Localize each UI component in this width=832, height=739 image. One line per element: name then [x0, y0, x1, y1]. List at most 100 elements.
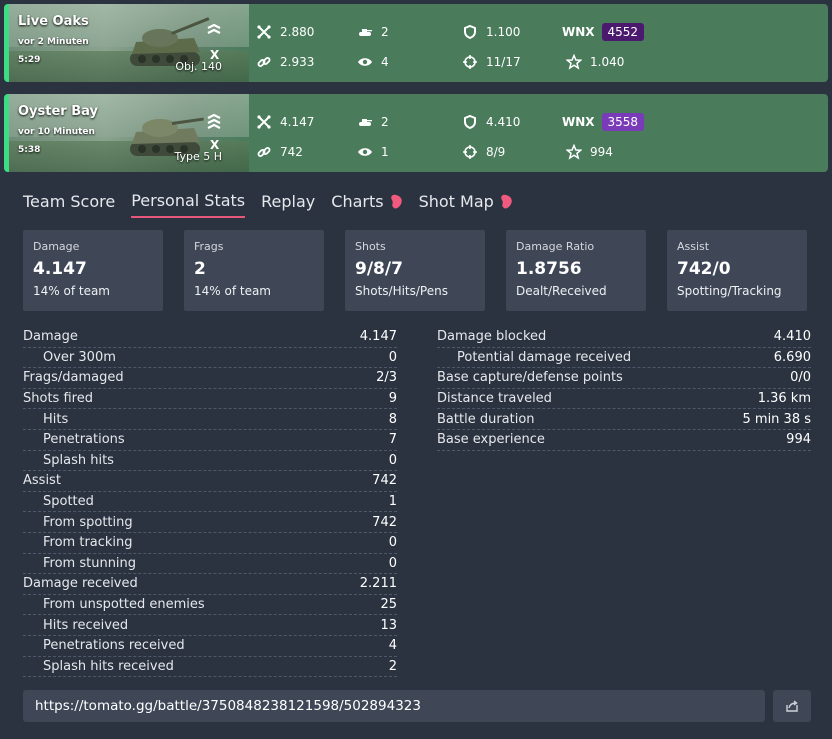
stat-card: Damage 4.147 14% of team — [23, 230, 163, 311]
stat-row-value: 9 — [388, 391, 397, 407]
wnx-badge: 3558 — [601, 113, 645, 131]
star-icon — [566, 144, 582, 160]
stat-row-value: 4 — [388, 638, 397, 654]
stat-row-label: Splash hits received — [43, 658, 174, 674]
stat-row-label: Over 300m — [43, 349, 116, 365]
map-name: Live Oaks — [18, 14, 89, 29]
stat-row-label: Frags/damaged — [23, 370, 124, 386]
target-icon — [463, 55, 477, 69]
stats-tabs: Team Score Personal Stats Replay Charts … — [23, 191, 529, 218]
stat-row: Assist 742 — [23, 471, 397, 492]
shield-icon — [464, 24, 476, 40]
stat-card-subtitle: Dealt/Received — [516, 284, 607, 298]
tank-tier: X — [210, 138, 220, 152]
stat-row-label: From tracking — [43, 535, 133, 551]
stat-row: Penetrations 7 — [23, 430, 397, 451]
battle-duration: 5:29 — [18, 55, 41, 65]
stat-row: Damage blocked 4.410 — [437, 327, 811, 348]
battle-url-field[interactable]: https://tomato.gg/battle/375084823812159… — [23, 690, 765, 722]
stat-row-value: 25 — [380, 597, 397, 613]
stat-row-label: Penetrations — [43, 432, 125, 448]
tab-label: Charts — [331, 192, 384, 211]
stat-row-label: Distance traveled — [437, 391, 552, 407]
stat-row: Hits 8 — [23, 409, 397, 430]
stat-card-value: 2 — [194, 259, 206, 279]
stat-row-label: Splash hits — [43, 452, 114, 468]
tank-image — [130, 117, 204, 156]
stat-row-label: Potential damage received — [457, 349, 632, 365]
tab-replay[interactable]: Replay — [261, 191, 315, 218]
tab-team-score[interactable]: Team Score — [23, 191, 115, 218]
stat-row: Over 300m 0 — [23, 348, 397, 369]
eye-icon — [358, 58, 372, 66]
stat-row: From tracking 0 — [23, 533, 397, 554]
stat-row: Shots fired 9 — [23, 389, 397, 410]
stat-row-value: 6.690 — [773, 349, 811, 365]
stat-card-subtitle: Shots/Hits/Pens — [355, 284, 448, 298]
wnx-rating: WNX 3558 — [562, 113, 645, 131]
stat-row: Battle duration 5 min 38 s — [437, 409, 811, 430]
rank-chevron-icon — [207, 114, 221, 129]
stat-card-value: 1.8756 — [516, 259, 582, 279]
share-icon — [786, 700, 798, 712]
tab-personal-stats[interactable]: Personal Stats — [131, 191, 246, 218]
tab-shot-map[interactable]: Shot Map — [419, 191, 513, 218]
target-icon — [463, 145, 477, 159]
stat-row-value: 8 — [388, 411, 397, 427]
battle-row[interactable]: Live Oaks vor 2 Minuten 5:29 X Obj. 140 … — [4, 4, 828, 82]
stat-row-value: 7 — [388, 432, 397, 448]
tab-label: Shot Map — [418, 192, 494, 211]
blocked-stat: 4.410 — [462, 114, 520, 130]
battle-duration: 5:38 — [18, 145, 41, 155]
stat-card-label: Damage — [33, 240, 80, 253]
stat-card-subtitle: Spotting/Tracking — [677, 284, 782, 298]
stat-row-value: 0 — [388, 555, 397, 571]
stat-card-subtitle: 14% of team — [33, 284, 110, 298]
share-button[interactable] — [773, 690, 811, 722]
crosshair-x-icon — [257, 25, 271, 39]
map-thumbnail — [9, 4, 249, 82]
stat-card: Frags 2 14% of team — [184, 230, 324, 311]
stat-row: Splash hits received 2 — [23, 657, 397, 678]
stat-card-label: Shots — [355, 240, 386, 253]
stat-card-label: Damage Ratio — [516, 240, 595, 253]
assist-stat: 742 — [256, 144, 303, 160]
assist-stat: 2.933 — [256, 54, 314, 70]
stat-row: From spotting 742 — [23, 512, 397, 533]
stat-row-value: 0 — [388, 349, 397, 365]
stat-row-label: From stunning — [43, 555, 137, 571]
stat-card: Shots 9/8/7 Shots/Hits/Pens — [345, 230, 485, 311]
damage-stat: 4.147 — [256, 114, 314, 130]
crosshair-x-icon — [257, 115, 271, 129]
personal-stats-table-left: Damage 4.147 Over 300m 0 Frags/damaged 2/3 Sho… — [23, 327, 397, 678]
battle-time-ago: vor 10 Minuten — [18, 127, 95, 137]
stat-row-value: 742 — [372, 514, 397, 530]
hits-stat: 11/17 — [462, 54, 521, 70]
tab-label: Team Score — [23, 192, 116, 211]
blocked-stat: 1.100 — [462, 24, 520, 40]
stat-row-label: Hits — [43, 411, 69, 427]
damage-stat: 2.880 — [256, 24, 314, 40]
stat-row-label: Spotted — [43, 494, 94, 510]
tank-name: Obj. 140 — [175, 60, 222, 73]
stat-card-value: 9/8/7 — [355, 259, 403, 279]
xp-stat: 994 — [566, 144, 613, 160]
stat-card: Damage Ratio 1.8756 Dealt/Received — [506, 230, 646, 311]
hits-stat: 8/9 — [462, 144, 505, 160]
stat-row: Hits received 13 — [23, 615, 397, 636]
battle-row[interactable]: Oyster Bay vor 10 Minuten 5:38 X Type 5 … — [4, 94, 828, 172]
shield-icon — [464, 114, 476, 130]
stat-row-label: Battle duration — [437, 411, 535, 427]
stat-row-label: From unspotted enemies — [43, 597, 205, 613]
tank-tier: X — [210, 48, 220, 62]
stat-row-label: Base experience — [437, 432, 545, 448]
stat-row-label: Hits received — [43, 617, 129, 633]
stat-row-value: 13 — [380, 617, 397, 633]
map-thumbnail — [9, 94, 249, 172]
tank-icon — [359, 119, 372, 126]
stat-row: Potential damage received 6.690 — [437, 348, 811, 369]
stat-row: Spotted 1 — [23, 492, 397, 513]
stat-row: Damage 4.147 — [23, 327, 397, 348]
stat-row-label: Damage received — [23, 576, 138, 592]
tab-charts[interactable]: Charts — [331, 191, 402, 218]
